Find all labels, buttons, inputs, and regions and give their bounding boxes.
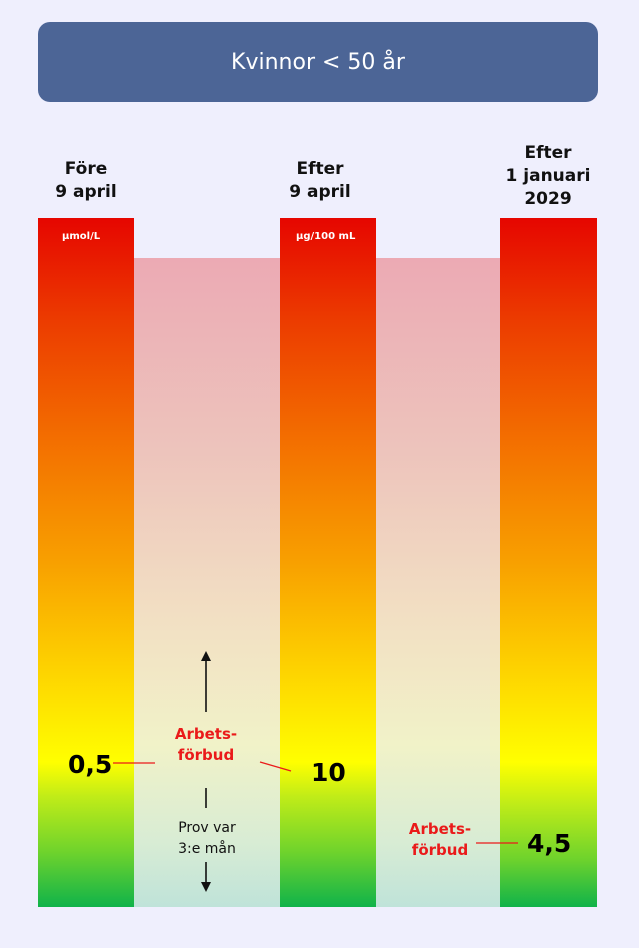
gradient-bar-before (38, 218, 134, 907)
column-heading-before: Före 9 april (38, 158, 134, 204)
value-2029: 4,5 (527, 829, 572, 858)
label-line: Arbets- (408, 820, 472, 838)
label-line: förbud (177, 746, 235, 764)
column-heading-line: Före (64, 159, 108, 179)
label-line: förbud (411, 841, 469, 859)
connector-line-middle (259, 761, 292, 772)
note-line: Prov var (178, 820, 236, 836)
value-before: 0,5 (68, 750, 113, 779)
column-heading-line: 2029 (524, 189, 572, 209)
gradient-bar-after (280, 218, 376, 907)
arrow-up-icon (201, 651, 211, 661)
column-heading-line: 9 april (289, 182, 351, 202)
zone-band-right (376, 258, 500, 907)
value-after: 10 (311, 758, 346, 787)
column-heading-line: Efter (296, 159, 344, 179)
column-heading-2029: Efter 1 januari 2029 (500, 142, 596, 211)
column-heading-after: Efter 9 april (272, 158, 368, 204)
unit-label-ug: µg/100 mL (296, 231, 356, 242)
column-heading-line: 1 januari (505, 166, 591, 186)
column-heading-line: Efter (524, 143, 572, 163)
label-line: Arbets- (174, 725, 238, 743)
unit-label-umol: µmol/L (62, 231, 101, 242)
zone-band-left (134, 258, 280, 907)
column-heading-line: 9 april (55, 182, 117, 202)
sampling-note: Prov var 3:e mån (162, 818, 252, 860)
arrow-down-icon (201, 882, 211, 892)
work-ban-label-middle: Arbets- förbud (160, 724, 252, 766)
note-line: 3:e mån (178, 841, 236, 857)
work-ban-label-right: Arbets- förbud (398, 819, 482, 861)
gradient-bar-2029 (500, 218, 597, 907)
header-banner: Kvinnor < 50 år (38, 22, 598, 102)
header-title: Kvinnor < 50 år (231, 49, 405, 75)
